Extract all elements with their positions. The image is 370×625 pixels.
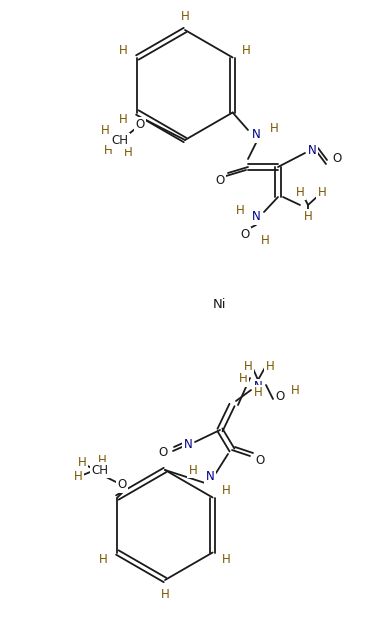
Text: H: H xyxy=(243,361,252,374)
Text: H: H xyxy=(317,186,326,199)
Text: N: N xyxy=(252,211,260,224)
Text: O: O xyxy=(275,391,285,404)
Text: H: H xyxy=(242,44,251,57)
Text: H: H xyxy=(161,588,169,601)
Text: H: H xyxy=(236,204,244,216)
Text: N: N xyxy=(252,129,260,141)
Text: Ni: Ni xyxy=(213,299,227,311)
Text: O: O xyxy=(255,454,265,466)
Text: H: H xyxy=(101,124,110,138)
Text: H: H xyxy=(189,464,197,476)
Text: H: H xyxy=(260,234,269,246)
Text: N: N xyxy=(253,381,262,394)
Text: O: O xyxy=(240,229,250,241)
Text: H: H xyxy=(98,454,107,466)
Text: O: O xyxy=(332,151,342,164)
Text: N: N xyxy=(307,144,316,156)
Text: CH: CH xyxy=(111,134,128,148)
Text: H: H xyxy=(222,553,231,566)
Text: H: H xyxy=(270,121,278,134)
Text: H: H xyxy=(304,211,312,224)
Text: N: N xyxy=(184,439,192,451)
Text: H: H xyxy=(239,372,248,386)
Text: O: O xyxy=(135,119,145,131)
Text: H: H xyxy=(222,484,231,497)
Text: H: H xyxy=(119,44,128,57)
Text: H: H xyxy=(74,471,83,484)
Text: O: O xyxy=(215,174,225,186)
Text: H: H xyxy=(104,144,112,156)
Text: H: H xyxy=(296,186,305,199)
Text: H: H xyxy=(99,553,108,566)
Text: CH: CH xyxy=(91,464,108,476)
Text: H: H xyxy=(290,384,299,396)
Text: O: O xyxy=(158,446,168,459)
Text: H: H xyxy=(124,146,132,159)
Text: H: H xyxy=(253,386,262,399)
Text: H: H xyxy=(181,9,189,22)
Text: H: H xyxy=(266,361,275,374)
Text: H: H xyxy=(119,113,128,126)
Text: O: O xyxy=(117,479,127,491)
Text: H: H xyxy=(78,456,86,469)
Text: N: N xyxy=(206,471,214,484)
